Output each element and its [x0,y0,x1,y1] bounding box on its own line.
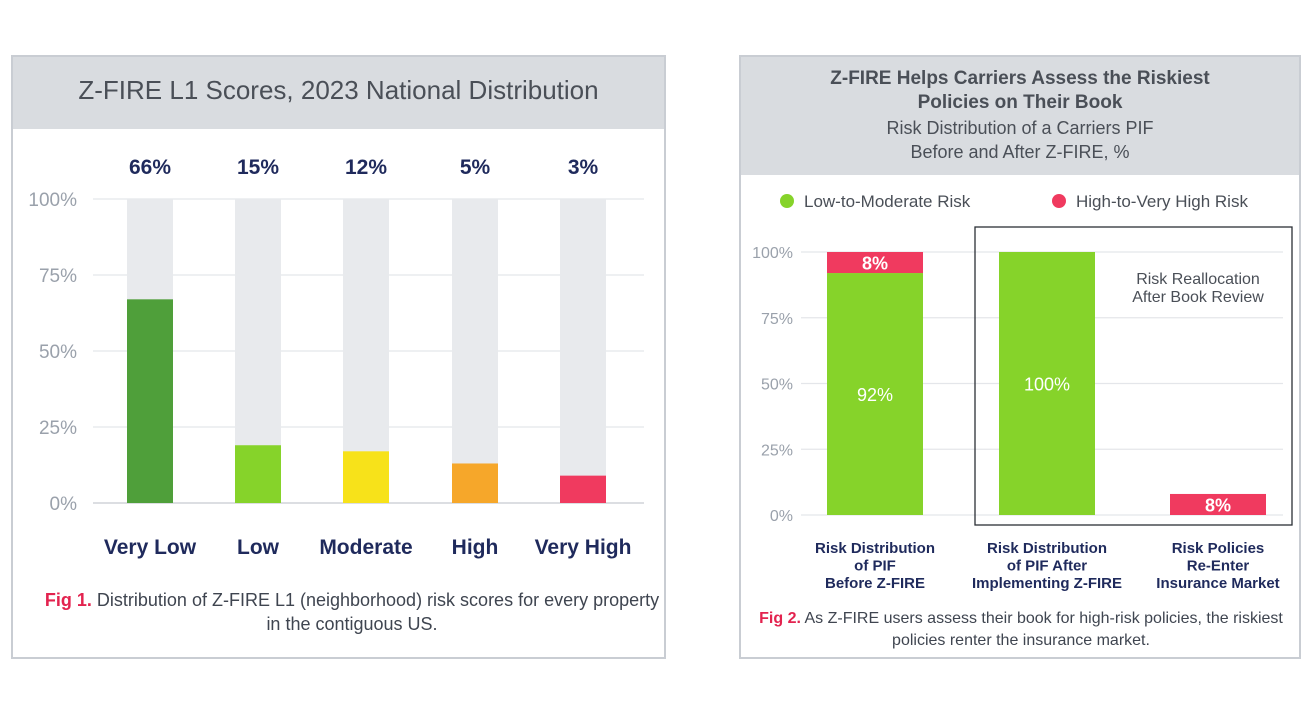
fig2-y-tick-label: 0% [770,508,793,525]
fig2-category-label: Implementing Z-FIRE [972,575,1122,592]
fig1-category-label: Moderate [319,536,412,559]
fig2-bar-low-moderate [999,252,1095,515]
fig1-category-label: Very Low [104,536,197,559]
fig2-category-label: Risk Distribution [987,540,1107,557]
fig1-value-label: 3% [568,156,599,179]
fig2-annotation-text: After Book Review [1132,289,1264,306]
fig2-title-line-1: Z-FIRE Helps Carriers Assess the Riskies… [830,68,1210,89]
fig2-category-label: Before Z-FIRE [825,575,925,592]
fig1-bar-very-high [560,475,606,503]
fig2-y-tick-label: 25% [761,442,793,459]
fig2-y-tick-label: 100% [752,245,793,262]
fig2-bar-high-very-high [827,252,923,274]
fig2-legend-marker [780,194,794,208]
fig2-bar-value-label: 100% [1024,375,1070,395]
fig2-bar-value-label: 8% [862,254,888,274]
fig2-legend-label: Low-to-Moderate Risk [804,192,971,211]
fig2-bar-low-moderate [827,273,923,515]
fig1-value-label: 12% [345,156,387,179]
fig2-caption-label: Fig 2. [759,610,801,627]
fig1-caption: Fig 1. Distribution of Z-FIRE L1 (neighb… [37,588,667,636]
fig2-caption: Fig 2. As Z-FIRE users assess their book… [751,608,1291,652]
fig2-panel: Z-FIRE Helps Carriers Assess the Riskies… [739,55,1301,659]
fig1-value-label: 66% [129,156,171,179]
fig1-bar-track [452,199,498,503]
fig1-header: Z-FIRE L1 Scores, 2023 National Distribu… [13,57,664,129]
fig2-annotation-box [974,226,1293,526]
fig2-category-label: Re-Enter [1187,558,1250,575]
fig1-title: Z-FIRE L1 Scores, 2023 National Distribu… [78,75,599,105]
fig2-bar-value-label: 92% [857,385,893,405]
fig2-title-line-2: Policies on Their Book [917,92,1123,113]
fig1-chart: 100% 75% 50% 25% 0% 66% Very Low 15% Low 12% Moder… [28,156,644,559]
fig1-panel: Z-FIRE L1 Scores, 2023 National Distribu… [11,55,666,659]
fig2-header: Z-FIRE Helps Carriers Assess the Riskies… [741,57,1299,175]
fig2-caption-text: As Z-FIRE users assess their book for hi… [804,610,1283,649]
fig2-category-label: Risk Policies [1172,540,1265,557]
fig2-annotation-text: Risk Reallocation [1136,271,1260,288]
fig2-legend-marker [1052,194,1066,208]
fig1-category-label: Low [237,536,280,559]
fig1-caption-text: Distribution of Z-FIRE L1 (neighborhood)… [96,590,660,634]
fig2-category-label: Risk Distribution [815,540,935,557]
fig2-subtitle-line-1: Risk Distribution of a Carriers PIF [886,118,1154,138]
fig1-caption-label: Fig 1. [44,590,92,610]
fig2-bar-high-very-high [1170,493,1266,515]
fig1-y-tick-label: 50% [39,342,77,363]
fig2-y-tick-label: 50% [761,377,793,394]
fig2-legend-label: High-to-Very High Risk [1076,192,1248,211]
fig2-category-label: of PIF [854,558,896,575]
fig1-y-tick-label: 25% [39,418,77,439]
fig1-value-label: 15% [237,156,279,179]
fig1-category-label: Very High [535,536,632,559]
fig2-category-label: of PIF After [1007,558,1087,575]
fig1-category-label: High [452,536,499,559]
fig1-bar-very-low [127,299,173,503]
fig1-y-tick-label: 100% [28,190,77,211]
fig2-subtitle-line-2: Before and After Z-FIRE, % [910,142,1130,162]
fig1-y-tick-label: 75% [39,266,77,287]
fig2-y-tick-label: 75% [761,311,793,328]
fig2-chart: Low-to-Moderate Risk High-to-Very High Ri… [752,192,1293,592]
fig1-y-tick-label: 0% [50,494,78,515]
fig1-bar-high [452,463,498,503]
fig2-bar-value-label: 8% [1205,495,1231,515]
fig1-bar-moderate [343,451,389,503]
fig2-category-label: Insurance Market [1156,575,1279,592]
fig1-bar-track [560,199,606,503]
fig1-bar-low [235,445,281,503]
fig1-value-label: 5% [460,156,491,179]
